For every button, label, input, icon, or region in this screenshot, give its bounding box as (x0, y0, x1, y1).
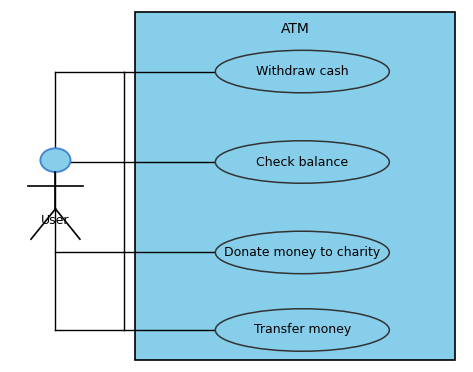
Text: Check balance: Check balance (256, 155, 349, 169)
Ellipse shape (215, 50, 389, 93)
Text: Transfer money: Transfer money (254, 324, 351, 337)
Circle shape (40, 148, 70, 172)
Ellipse shape (215, 309, 389, 351)
Text: Withdraw cash: Withdraw cash (256, 65, 349, 78)
Text: Donate money to charity: Donate money to charity (224, 246, 380, 259)
Text: User: User (41, 214, 70, 227)
Ellipse shape (215, 231, 389, 274)
Text: ATM: ATM (281, 22, 310, 36)
FancyBboxPatch shape (135, 13, 455, 359)
Ellipse shape (215, 141, 389, 183)
